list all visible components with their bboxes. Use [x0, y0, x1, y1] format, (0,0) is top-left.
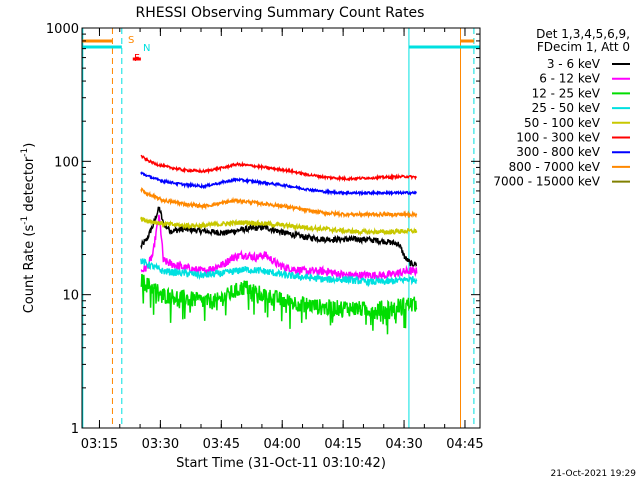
x-tick-label-6: 04:45: [446, 437, 483, 452]
legend: Det 1,3,4,5,6,9,FDecim 1, Att 0 3 - 6 keV…: [493, 27, 630, 189]
series-line-5: [140, 154, 417, 183]
legend-label-8: 7000 - 15000 keV: [493, 175, 600, 189]
series-line-6: [140, 171, 417, 197]
series-line-3: [140, 258, 418, 288]
legend-header-0: Det 1,3,4,5,6,9,: [536, 27, 630, 41]
series-line-7: [140, 187, 418, 219]
y-axis-label-part: -1: [20, 216, 30, 225]
series-line-1: [140, 214, 418, 282]
flag-labels: SNF: [128, 35, 150, 64]
flag-label-n: N: [143, 43, 150, 54]
chart-title: RHESSI Observing Summary Count Rates: [136, 5, 425, 21]
legend-label-0: 3 - 6 keV: [547, 57, 601, 71]
flag-bars: [82, 39, 480, 61]
legend-label-6: 300 - 800 keV: [516, 145, 600, 159]
legend-label-3: 25 - 50 keV: [532, 101, 601, 115]
flag-label-s: S: [128, 35, 134, 46]
y-axis-label-part: Count Rate (s: [22, 225, 37, 314]
legend-label-7: 800 - 7000 keV: [509, 160, 601, 174]
x-tick-label-0: 03:15: [81, 437, 118, 452]
y-tick-label-3: 1000: [46, 22, 79, 37]
flag-label-f: F: [134, 53, 140, 64]
x-axis-label: Start Time (31-Oct-11 03:10:42): [176, 456, 386, 471]
legend-label-5: 100 - 300 keV: [516, 131, 600, 145]
y-axis-label-part: -1: [20, 148, 30, 157]
y-tick-label-1: 10: [62, 289, 79, 304]
series-lines: [140, 154, 418, 335]
y-axis-ticks: 1 10 100 1000: [46, 22, 480, 437]
y-axis-label-part: ): [22, 143, 37, 148]
legend-header-1: FDecim 1, Att 0: [537, 40, 630, 54]
plot-frame: [81, 27, 481, 429]
x-axis-ticks: 03:15 03:30 03:45 04:00 04:15 04:30 04:45: [81, 28, 484, 452]
legend-label-1: 6 - 12 keV: [539, 72, 601, 86]
footer-timestamp: 21-Oct-2021 19:29: [551, 469, 637, 479]
time-markers: [82, 28, 475, 428]
x-tick-label-5: 04:30: [385, 437, 422, 452]
legend-label-2: 12 - 25 keV: [532, 86, 601, 100]
series-line-2: [140, 273, 418, 335]
y-tick-label-0: 1: [71, 422, 79, 437]
x-tick-label-4: 04:15: [324, 437, 361, 452]
y-tick-label-2: 100: [54, 155, 79, 170]
x-tick-label-3: 04:00: [263, 437, 300, 452]
y-axis-label-part: detector: [22, 156, 37, 216]
series-line-4: [140, 216, 418, 237]
legend-label-4: 50 - 100 keV: [524, 116, 601, 130]
y-axis-label: Count Rate (s-1 detector-1): [20, 143, 37, 314]
x-tick-label-2: 03:45: [203, 437, 240, 452]
x-tick-label-1: 03:30: [142, 437, 179, 452]
series-line-0: [140, 206, 418, 267]
